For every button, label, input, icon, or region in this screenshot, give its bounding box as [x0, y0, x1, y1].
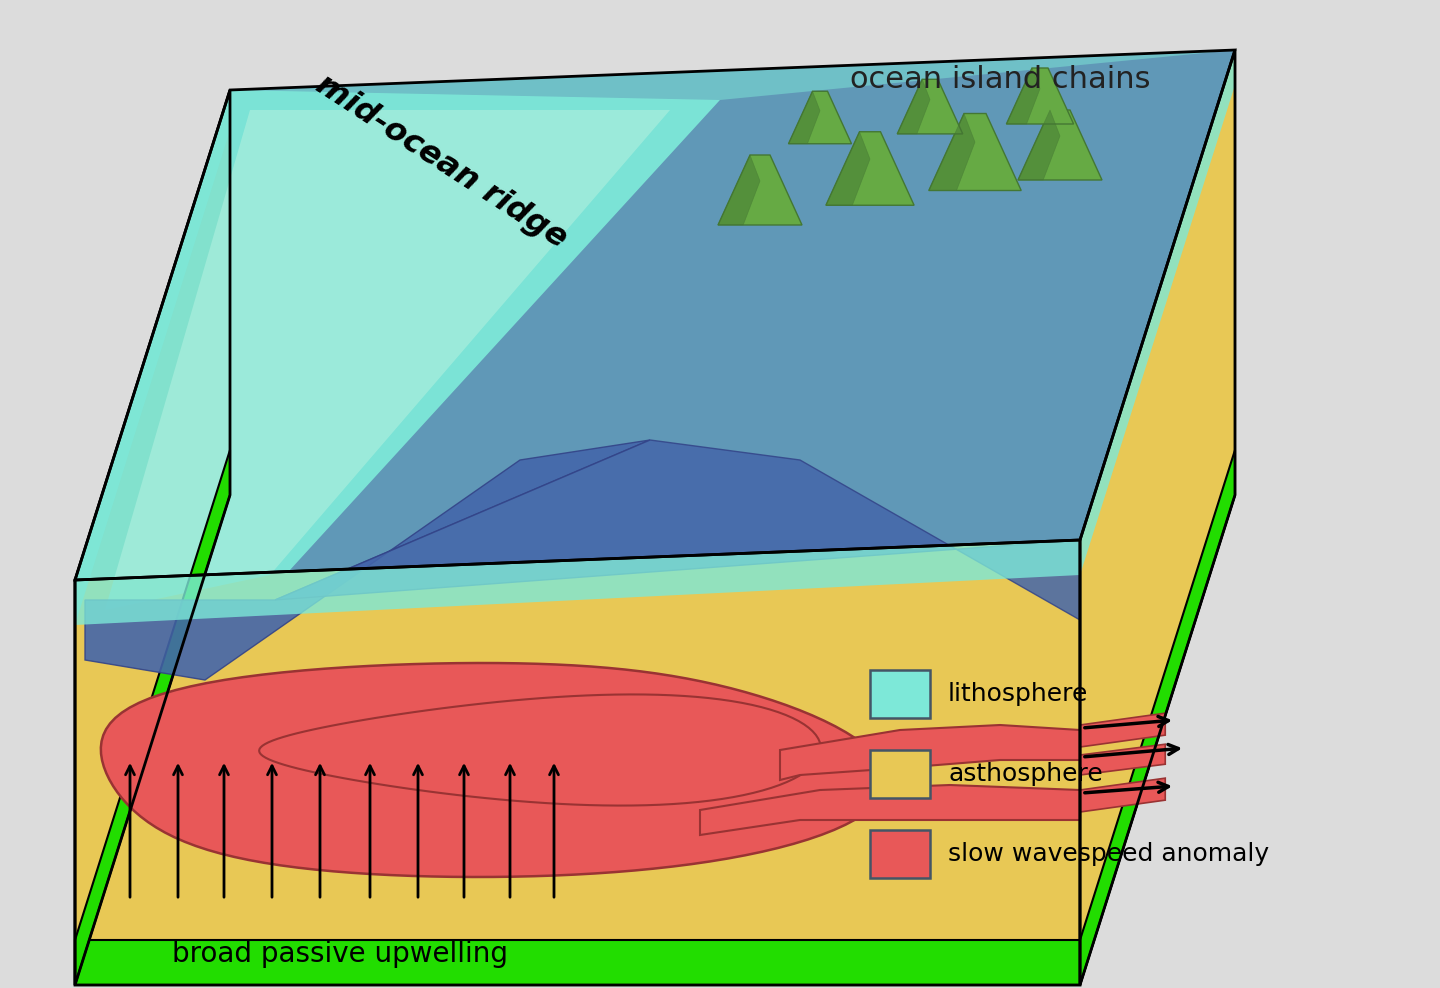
Polygon shape: [929, 114, 1021, 191]
Polygon shape: [75, 90, 230, 985]
Polygon shape: [870, 670, 930, 718]
Polygon shape: [789, 91, 819, 143]
Polygon shape: [719, 155, 760, 225]
Polygon shape: [75, 90, 230, 625]
Polygon shape: [275, 440, 1080, 620]
Polygon shape: [75, 540, 1080, 985]
Polygon shape: [75, 50, 1236, 580]
Text: lithosphere: lithosphere: [948, 682, 1089, 706]
Polygon shape: [827, 131, 870, 206]
Polygon shape: [1007, 68, 1040, 124]
Polygon shape: [1080, 50, 1236, 575]
Polygon shape: [929, 114, 975, 191]
Text: slow wavespeed anomaly: slow wavespeed anomaly: [948, 842, 1269, 866]
Polygon shape: [897, 79, 930, 134]
Polygon shape: [1080, 779, 1165, 812]
Text: broad passive upwelling: broad passive upwelling: [171, 940, 508, 968]
Polygon shape: [75, 90, 720, 580]
Polygon shape: [75, 450, 230, 985]
Polygon shape: [75, 540, 1080, 625]
Polygon shape: [1007, 68, 1074, 124]
Polygon shape: [85, 440, 649, 680]
Polygon shape: [870, 750, 930, 798]
Polygon shape: [789, 91, 851, 143]
Polygon shape: [719, 155, 802, 225]
Polygon shape: [1018, 110, 1060, 180]
Polygon shape: [700, 785, 1080, 835]
Polygon shape: [1080, 50, 1236, 985]
Polygon shape: [870, 830, 930, 878]
Text: asthosphere: asthosphere: [948, 762, 1103, 786]
Polygon shape: [75, 940, 1080, 985]
Polygon shape: [1018, 110, 1102, 180]
Polygon shape: [105, 110, 670, 610]
Polygon shape: [75, 50, 1236, 580]
Polygon shape: [289, 50, 1236, 570]
Polygon shape: [780, 725, 1080, 780]
Polygon shape: [897, 79, 963, 134]
Polygon shape: [101, 663, 887, 877]
Polygon shape: [259, 695, 821, 805]
Polygon shape: [1080, 713, 1165, 747]
Polygon shape: [827, 131, 914, 206]
Text: mid-ocean ridge: mid-ocean ridge: [310, 69, 573, 255]
Polygon shape: [1080, 450, 1236, 985]
Text: ocean island chains: ocean island chains: [850, 65, 1151, 94]
Polygon shape: [1080, 744, 1165, 775]
